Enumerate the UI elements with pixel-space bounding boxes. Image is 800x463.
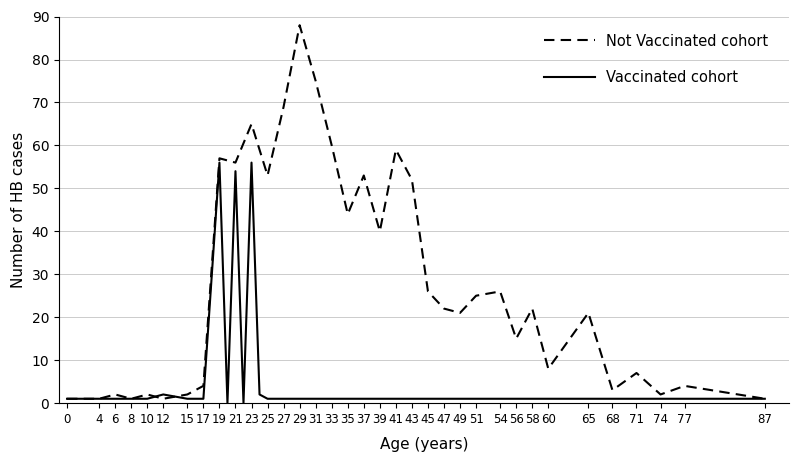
Vaccinated cohort bbox=[238, 400, 248, 406]
Not Vaccinated cohort bbox=[583, 310, 593, 316]
Not Vaccinated cohort bbox=[62, 396, 72, 401]
Not Vaccinated cohort bbox=[278, 104, 288, 110]
Not Vaccinated cohort bbox=[359, 173, 369, 178]
Not Vaccinated cohort bbox=[471, 293, 481, 299]
Not Vaccinated cohort bbox=[230, 160, 240, 165]
Not Vaccinated cohort bbox=[198, 383, 208, 388]
Not Vaccinated cohort bbox=[158, 396, 168, 401]
Vaccinated cohort bbox=[230, 169, 240, 174]
Vaccinated cohort bbox=[343, 396, 353, 401]
Vaccinated cohort bbox=[126, 396, 136, 401]
Vaccinated cohort bbox=[295, 396, 305, 401]
Vaccinated cohort bbox=[222, 400, 232, 406]
Not Vaccinated cohort bbox=[182, 392, 192, 397]
Vaccinated cohort bbox=[632, 396, 642, 401]
Vaccinated cohort bbox=[511, 396, 521, 401]
Not Vaccinated cohort bbox=[680, 383, 690, 388]
X-axis label: Age (years): Age (years) bbox=[380, 437, 468, 452]
Vaccinated cohort bbox=[455, 396, 465, 401]
Vaccinated cohort bbox=[423, 396, 433, 401]
Not Vaccinated cohort bbox=[495, 288, 505, 294]
Vaccinated cohort bbox=[246, 160, 256, 165]
Vaccinated cohort bbox=[198, 396, 208, 401]
Not Vaccinated cohort bbox=[423, 288, 433, 294]
Vaccinated cohort bbox=[656, 396, 666, 401]
Not Vaccinated cohort bbox=[262, 173, 272, 178]
Vaccinated cohort bbox=[439, 396, 449, 401]
Vaccinated cohort bbox=[182, 396, 192, 401]
Y-axis label: Number of HB cases: Number of HB cases bbox=[11, 131, 26, 288]
Not Vaccinated cohort bbox=[327, 143, 337, 148]
Vaccinated cohort bbox=[359, 396, 369, 401]
Vaccinated cohort bbox=[142, 396, 152, 401]
Vaccinated cohort bbox=[158, 392, 168, 397]
Not Vaccinated cohort bbox=[214, 156, 224, 161]
Vaccinated cohort bbox=[407, 396, 417, 401]
Vaccinated cohort bbox=[391, 396, 401, 401]
Not Vaccinated cohort bbox=[94, 396, 104, 401]
Vaccinated cohort bbox=[583, 396, 593, 401]
Not Vaccinated cohort bbox=[311, 78, 321, 84]
Not Vaccinated cohort bbox=[375, 229, 385, 234]
Not Vaccinated cohort bbox=[343, 211, 353, 217]
Line: Vaccinated cohort: Vaccinated cohort bbox=[67, 163, 765, 403]
Not Vaccinated cohort bbox=[126, 396, 136, 401]
Not Vaccinated cohort bbox=[455, 310, 465, 316]
Not Vaccinated cohort bbox=[760, 396, 770, 401]
Not Vaccinated cohort bbox=[246, 121, 256, 127]
Vaccinated cohort bbox=[760, 396, 770, 401]
Vaccinated cohort bbox=[543, 396, 553, 401]
Line: Not Vaccinated cohort: Not Vaccinated cohort bbox=[67, 25, 765, 399]
Vaccinated cohort bbox=[471, 396, 481, 401]
Vaccinated cohort bbox=[527, 396, 537, 401]
Vaccinated cohort bbox=[278, 396, 288, 401]
Not Vaccinated cohort bbox=[439, 306, 449, 312]
Vaccinated cohort bbox=[680, 396, 690, 401]
Vaccinated cohort bbox=[311, 396, 321, 401]
Not Vaccinated cohort bbox=[407, 177, 417, 182]
Not Vaccinated cohort bbox=[608, 388, 618, 393]
Not Vaccinated cohort bbox=[391, 147, 401, 152]
Not Vaccinated cohort bbox=[511, 336, 521, 341]
Not Vaccinated cohort bbox=[527, 306, 537, 312]
Vaccinated cohort bbox=[327, 396, 337, 401]
Not Vaccinated cohort bbox=[656, 392, 666, 397]
Not Vaccinated cohort bbox=[142, 392, 152, 397]
Vaccinated cohort bbox=[254, 392, 264, 397]
Vaccinated cohort bbox=[110, 396, 120, 401]
Vaccinated cohort bbox=[375, 396, 385, 401]
Not Vaccinated cohort bbox=[295, 22, 305, 28]
Vaccinated cohort bbox=[94, 396, 104, 401]
Vaccinated cohort bbox=[608, 396, 618, 401]
Vaccinated cohort bbox=[495, 396, 505, 401]
Vaccinated cohort bbox=[214, 160, 224, 165]
Not Vaccinated cohort bbox=[110, 392, 120, 397]
Not Vaccinated cohort bbox=[632, 370, 642, 376]
Vaccinated cohort bbox=[62, 396, 72, 401]
Legend: Not Vaccinated cohort, Vaccinated cohort: Not Vaccinated cohort, Vaccinated cohort bbox=[538, 28, 774, 91]
Vaccinated cohort bbox=[262, 396, 272, 401]
Not Vaccinated cohort bbox=[543, 366, 553, 371]
